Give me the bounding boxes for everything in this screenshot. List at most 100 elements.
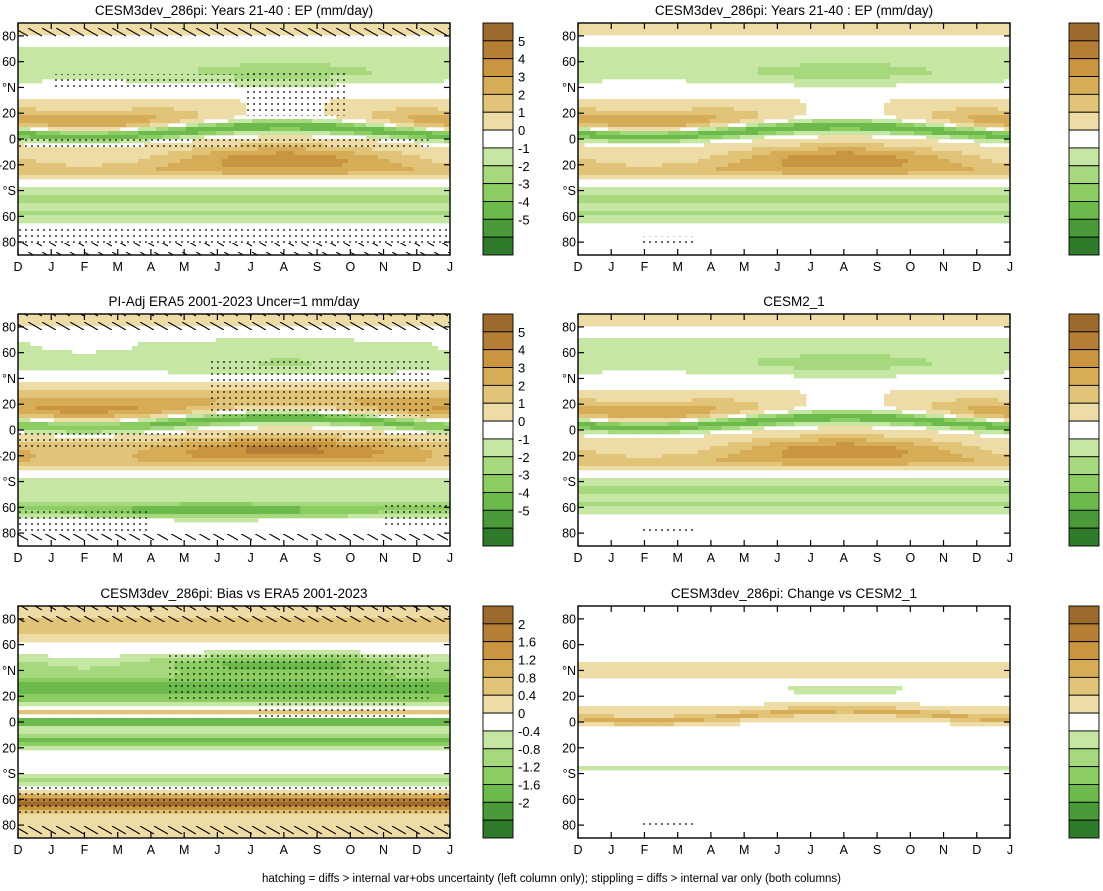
heatmap-cell: [444, 127, 451, 132]
heatmap-cell: [426, 71, 433, 76]
heatmap-cell: [300, 199, 307, 204]
heatmap-cell: [336, 171, 343, 176]
heatmap-cell: [192, 171, 199, 176]
heatmap-cell: [584, 171, 591, 176]
heatmap-cell: [270, 187, 277, 192]
heatmap-cell: [276, 175, 283, 180]
heatmap-cell: [758, 139, 765, 144]
heatmap-cell: [902, 51, 909, 56]
heatmap-cell: [186, 175, 193, 180]
heatmap-cell: [974, 99, 981, 104]
heatmap-cell: [734, 67, 741, 72]
heatmap-cell: [686, 55, 693, 60]
heatmap-cell: [770, 71, 777, 76]
heatmap-cell: [54, 115, 61, 120]
heatmap-cell: [896, 75, 903, 80]
heatmap-cell: [24, 159, 31, 164]
heatmap-cell: [192, 103, 199, 108]
heatmap-cell: [596, 107, 603, 112]
heatmap-cell: [824, 159, 831, 164]
heatmap-cell: [770, 111, 777, 116]
heatmap-cell: [758, 71, 765, 76]
heatmap-cell: [818, 119, 825, 124]
heatmap-cell: [252, 63, 259, 68]
heatmap-cell: [198, 215, 205, 220]
heatmap-cell: [938, 75, 945, 80]
heatmap-cell: [584, 111, 591, 116]
heatmap-cell: [968, 143, 975, 148]
heatmap-cell: [426, 187, 433, 192]
heatmap-cell: [432, 139, 439, 144]
heatmap-cell: [788, 155, 795, 160]
heatmap-cell: [584, 151, 591, 156]
heatmap-cell: [704, 103, 711, 108]
heatmap-cell: [390, 155, 397, 160]
heatmap-cell: [848, 167, 855, 172]
heatmap-cell: [830, 135, 837, 140]
heatmap-cell: [366, 51, 373, 56]
heatmap-cell: [710, 147, 717, 152]
heatmap-cell: [306, 51, 313, 56]
heatmap-cell: [132, 171, 139, 176]
heatmap-cell: [294, 215, 301, 220]
heatmap-cell: [938, 163, 945, 168]
heatmap-cell: [174, 51, 181, 56]
heatmap-cell: [728, 103, 735, 108]
heatmap-cell: [240, 199, 247, 204]
heatmap-cell: [48, 171, 55, 176]
heatmap-cell: [168, 55, 175, 60]
heatmap-cell: [578, 67, 585, 72]
heatmap-cell: [860, 83, 867, 88]
heatmap-cell: [396, 207, 403, 212]
heatmap-cell: [740, 127, 747, 132]
heatmap-cell: [288, 151, 295, 156]
heatmap-cell: [282, 67, 289, 72]
heatmap-cell: [620, 119, 627, 124]
heatmap-cell: [342, 159, 349, 164]
heatmap-cell: [614, 159, 621, 164]
heatmap-cell: [438, 167, 445, 172]
heatmap-cell: [902, 59, 909, 64]
colorbar-swatch: [482, 111, 514, 131]
heatmap-cell: [390, 75, 397, 80]
heatmap-cell: [878, 167, 885, 172]
heatmap-cell: [324, 171, 331, 176]
heatmap-cell: [758, 111, 765, 116]
heatmap-cell: [866, 59, 873, 64]
heatmap-cell: [866, 75, 873, 80]
heatmap-cell: [680, 115, 687, 120]
heatmap-cell: [1004, 27, 1011, 32]
heatmap-cell: [78, 119, 85, 124]
heatmap-cell: [686, 31, 693, 36]
heatmap-cell: [878, 83, 885, 88]
heatmap-cell: [24, 211, 31, 216]
heatmap-cell: [150, 59, 157, 64]
heatmap-cell: [294, 63, 301, 68]
heatmap-cell: [782, 31, 789, 36]
heatmap-cell: [686, 159, 693, 164]
heatmap-cell: [956, 63, 963, 68]
heatmap-cell: [752, 147, 759, 152]
x-tick-label: J: [214, 260, 220, 274]
heatmap-cell: [222, 151, 229, 156]
heatmap-cell: [830, 59, 837, 64]
heatmap-cell: [722, 31, 729, 36]
heatmap-cell: [896, 103, 903, 108]
heatmap-cell: [390, 167, 397, 172]
heatmap-cell: [192, 151, 199, 156]
heatmap-cell: [318, 63, 325, 68]
heatmap-cell: [734, 47, 741, 52]
heatmap-cell: [644, 115, 651, 120]
heatmap-cell: [264, 215, 271, 220]
heatmap-cell: [78, 211, 85, 216]
heatmap-cell: [48, 215, 55, 220]
heatmap-cell: [48, 187, 55, 192]
heatmap-cell: [282, 215, 289, 220]
heatmap-cell: [150, 195, 157, 200]
heatmap-cell: [956, 31, 963, 36]
heatmap-cell: [396, 219, 403, 224]
heatmap-cell: [626, 67, 633, 72]
heatmap-cell: [686, 23, 693, 28]
heatmap-cell: [348, 167, 355, 172]
heatmap-cell: [908, 23, 915, 28]
